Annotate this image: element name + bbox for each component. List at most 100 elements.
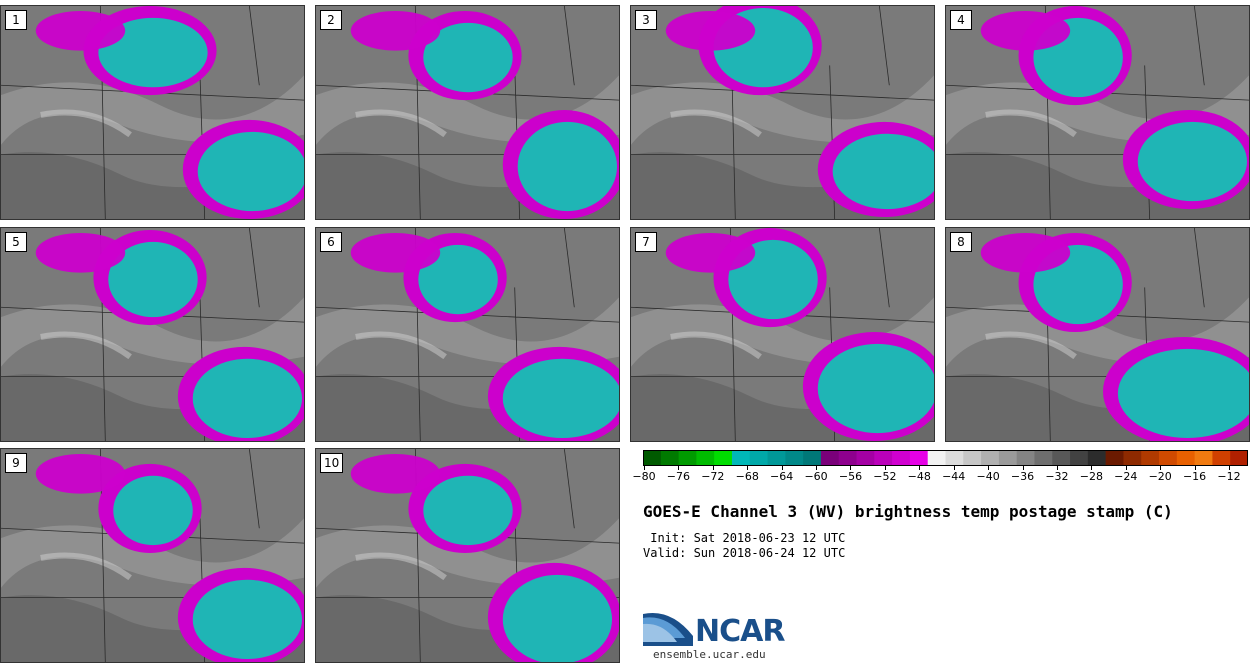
colorbar-bin — [1212, 450, 1231, 466]
panel-label: 1 — [5, 10, 27, 30]
postage-stamp-panel[interactable]: 4 — [945, 5, 1250, 220]
colorbar-tick-label: −32 — [1045, 470, 1069, 483]
colorbar-bin — [874, 450, 893, 466]
colorbar-bin — [963, 450, 982, 466]
valid-time: Valid: Sun 2018-06-24 12 UTC — [643, 546, 846, 560]
water-vapor-map — [1, 6, 304, 219]
colorbar-bin — [767, 450, 786, 466]
colorbar-bin — [909, 450, 929, 466]
colorbar-bin — [1159, 450, 1178, 466]
colorbar-tick-label: −40 — [976, 470, 1000, 483]
colorbar-tick-label: −64 — [770, 470, 794, 483]
panel-label: 6 — [320, 232, 342, 252]
colorbar-tick-mark — [919, 466, 921, 470]
colorbar — [643, 450, 1248, 466]
postage-stamp-panel[interactable]: 6 — [315, 227, 620, 442]
colorbar-tick-label: −16 — [1182, 470, 1207, 483]
postage-stamp-panel[interactable]: 8 — [945, 227, 1250, 442]
colorbar-tick-label: −80 — [632, 470, 656, 483]
postage-stamp-panel[interactable]: 5 — [0, 227, 305, 442]
panel-label: 8 — [950, 232, 972, 252]
colorbar-bin — [643, 450, 662, 466]
colorbar-tick-label: −52 — [873, 470, 897, 483]
colorbar-tick-label: −20 — [1148, 470, 1172, 483]
colorbar-bin — [660, 450, 680, 466]
colorbar-tick-mark — [1229, 466, 1230, 470]
colorbar-bin — [820, 450, 840, 466]
page-title: GOES-E Channel 3 (WV) brightness temp po… — [643, 502, 1173, 521]
colorbar-bin — [696, 450, 715, 466]
colorbar-bin — [785, 450, 804, 466]
water-vapor-map — [1, 449, 304, 662]
init-time: Init: Sat 2018-06-23 12 UTC — [643, 531, 846, 545]
colorbar-tick-label: −56 — [838, 470, 863, 483]
colorbar-tick-label: −48 — [907, 470, 931, 483]
colorbar-bin — [998, 450, 1018, 466]
colorbar-tick-mark — [1091, 466, 1093, 470]
water-vapor-map — [316, 449, 619, 662]
colorbar-tick-mark — [884, 466, 886, 470]
ncar-logo-icon — [643, 612, 693, 646]
colorbar-bin — [1087, 450, 1107, 466]
colorbar-bin — [1194, 450, 1213, 466]
water-vapor-map — [946, 228, 1249, 441]
colorbar-tick-mark — [1022, 466, 1024, 470]
panel-label: 7 — [635, 232, 657, 252]
colorbar-tick-label: −24 — [1114, 470, 1138, 483]
colorbar-bin — [892, 450, 911, 466]
panel-label: 4 — [950, 10, 972, 30]
colorbar-bin — [1052, 450, 1071, 466]
water-vapor-map — [316, 6, 619, 219]
colorbar-bin — [1230, 450, 1248, 466]
colorbar-tick-label: −68 — [735, 470, 759, 483]
colorbar-tick-label: −76 — [666, 470, 691, 483]
colorbar-tick-mark — [953, 466, 955, 470]
water-vapor-map — [631, 228, 934, 441]
colorbar-tick-mark — [781, 466, 783, 470]
colorbar-bin — [731, 450, 751, 466]
water-vapor-map — [631, 6, 934, 219]
panel-label: 5 — [5, 232, 27, 252]
colorbar-tick-mark — [850, 466, 852, 470]
colorbar-bin — [856, 450, 875, 466]
colorbar-tick-mark — [816, 466, 818, 470]
colorbar-bin — [1016, 450, 1035, 466]
postage-stamp-panel[interactable]: 10 — [315, 448, 620, 663]
colorbar-tick-mark — [1194, 466, 1196, 470]
postage-stamp-panel[interactable]: 7 — [630, 227, 935, 442]
colorbar-bin — [927, 450, 946, 466]
colorbar-bin — [945, 450, 964, 466]
postage-stamp-panel[interactable]: 9 — [0, 448, 305, 663]
colorbar-ticks: −80 −76 −72 −68 −64 −60 −56 −52 −48 −44 −40 −36 −32−… — [632, 466, 1248, 488]
colorbar-bin — [1123, 450, 1142, 466]
panel-label: 9 — [5, 453, 27, 473]
panel-label: 10 — [320, 453, 344, 473]
colorbar-border — [643, 450, 1248, 466]
colorbar-tick-label: −28 — [1079, 470, 1103, 483]
colorbar-bin — [678, 450, 697, 466]
colorbar-tick-label: −36 — [1010, 470, 1035, 483]
postage-stamp-panel[interactable]: 2 — [315, 5, 620, 220]
colorbar-bin — [803, 450, 822, 466]
postage-stamp-panel[interactable]: 3 — [630, 5, 935, 220]
colorbar-tick-label: −12 — [1217, 470, 1241, 483]
colorbar-bin — [1105, 450, 1124, 466]
colorbar-tick-mark — [644, 466, 645, 470]
water-vapor-map — [316, 228, 619, 441]
panel-label: 3 — [635, 10, 657, 30]
colorbar-tick-mark — [988, 466, 990, 470]
colorbar-bin — [714, 450, 733, 466]
logo-url: ensemble.ucar.edu — [653, 648, 766, 661]
colorbar-tick-mark — [1160, 466, 1162, 470]
postage-stamp-panel[interactable]: 1 — [0, 5, 305, 220]
colorbar-bin — [981, 450, 1000, 466]
colorbar-tick-mark — [712, 466, 714, 470]
colorbar-bin — [1176, 450, 1196, 466]
colorbar-bin — [1070, 450, 1089, 466]
water-vapor-map — [946, 6, 1249, 219]
colorbar-bin — [838, 450, 858, 466]
colorbar-tick-label: −60 — [804, 470, 828, 483]
colorbar-tick-label: −72 — [701, 470, 725, 483]
water-vapor-map — [1, 228, 304, 441]
ncar-logo-text: NCAR — [695, 614, 785, 649]
